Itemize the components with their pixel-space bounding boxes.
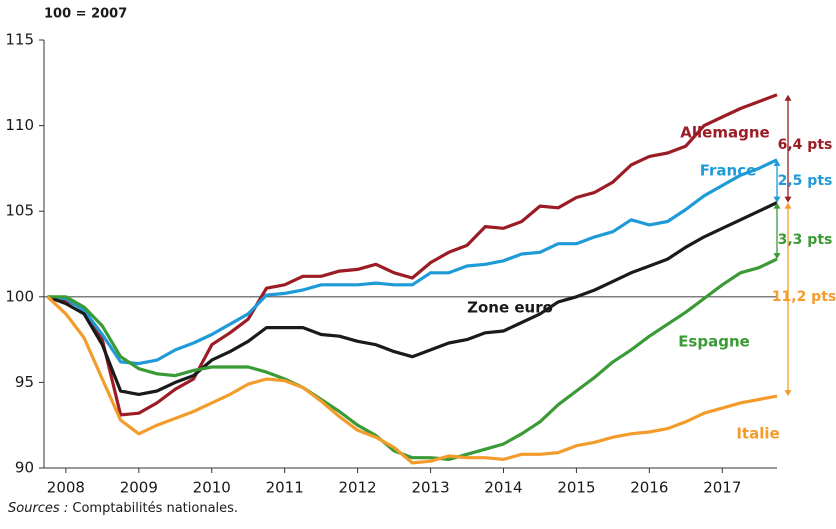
arrow-head <box>784 196 792 203</box>
arrow-head <box>773 202 781 209</box>
y-tick-label: 100 <box>5 287 34 305</box>
x-tick-label: 2011 <box>266 479 304 497</box>
y-tick-label: 115 <box>5 31 34 49</box>
series-label: France <box>700 162 757 180</box>
series-label: Allemagne <box>680 124 769 142</box>
series-line <box>46 295 778 465</box>
x-tick-label: 2008 <box>47 479 85 497</box>
annotation: 2,5 pts <box>778 173 833 189</box>
y-tick-label: 95 <box>15 373 34 391</box>
x-tick-label: 2012 <box>339 479 377 497</box>
series-line <box>47 93 778 417</box>
arrow-head <box>773 196 781 203</box>
source-text: Comptabilités nationales. <box>72 501 238 516</box>
chart-subtitle: 100 = 2007 <box>44 7 127 22</box>
arrow-head <box>784 390 792 397</box>
x-tick-label: 2009 <box>120 479 158 497</box>
annotation: 6,4 pts <box>778 137 833 153</box>
series-label: Italie <box>736 425 779 443</box>
arrow-head <box>784 94 792 101</box>
arrow-head <box>784 202 792 209</box>
source: Sources : Comptabilités nationales. <box>8 501 238 516</box>
annotation: 3,3 pts <box>778 232 833 248</box>
arrow-head <box>773 159 781 166</box>
arrow-head <box>773 253 781 260</box>
series-line <box>47 201 778 396</box>
y-tick-label: 105 <box>5 202 34 220</box>
x-tick-label: 2010 <box>193 479 231 497</box>
series-label: Espagne <box>678 333 750 351</box>
y-tick-label: 110 <box>5 116 34 134</box>
annotation: 11,2 pts <box>772 289 836 305</box>
x-tick-label: 2016 <box>630 479 668 497</box>
series-line <box>47 158 778 366</box>
series-line <box>47 257 778 461</box>
series-label: Zone euro <box>467 299 553 317</box>
x-tick-label: 2013 <box>411 479 449 497</box>
y-tick-label: 90 <box>15 459 34 477</box>
source-label: Sources : <box>8 501 68 516</box>
x-tick-label: 2014 <box>484 479 522 497</box>
x-tick-label: 2015 <box>557 479 595 497</box>
x-tick-label: 2017 <box>703 479 741 497</box>
